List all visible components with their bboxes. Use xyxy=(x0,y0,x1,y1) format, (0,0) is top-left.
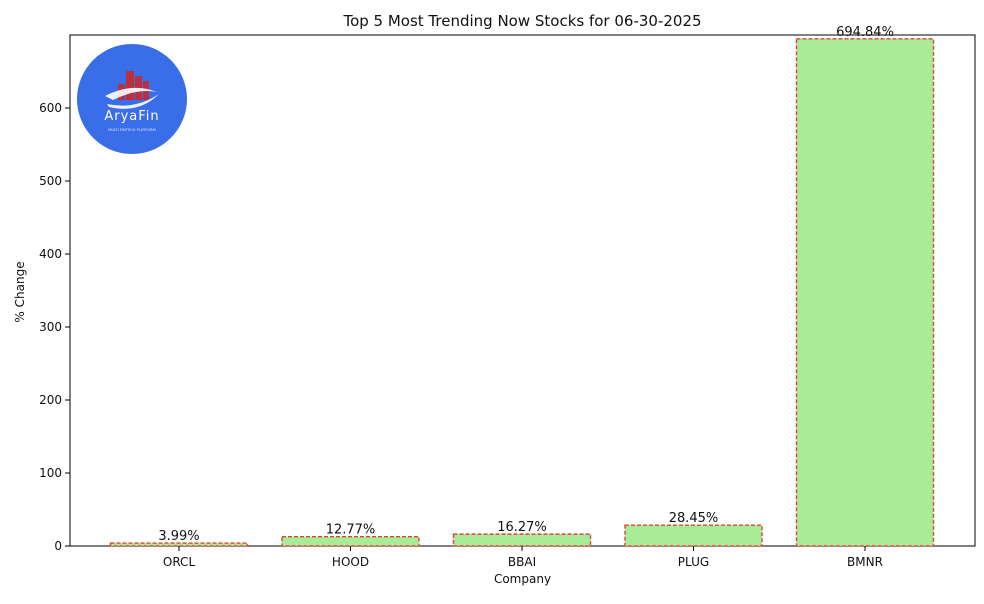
bar-value-label: 3.99% xyxy=(158,529,199,544)
y-tick-label: 400 xyxy=(39,247,62,261)
y-tick-label: 100 xyxy=(39,466,62,480)
logo-name: AryaFin xyxy=(104,109,159,124)
y-axis-title: % Change xyxy=(13,261,27,323)
y-tick-label: 500 xyxy=(39,174,62,188)
bar-plug xyxy=(624,524,763,547)
bar-value-label: 694.84% xyxy=(836,25,894,40)
chart-title: Top 5 Most Trending Now Stocks for 06-30… xyxy=(343,12,702,30)
bar-value-label: 28.45% xyxy=(669,511,719,526)
x-tick-label: BBAI xyxy=(508,555,536,569)
y-tick-label: 600 xyxy=(39,101,62,115)
y-tick-label: 300 xyxy=(39,320,62,334)
bar-value-label: 12.77% xyxy=(326,523,376,538)
x-tick-label: PLUG xyxy=(678,555,709,569)
x-tick-label: BMNR xyxy=(847,555,883,569)
x-tick-label: HOOD xyxy=(332,555,369,569)
y-tick-label: 0 xyxy=(54,539,62,553)
bar-hood xyxy=(281,535,420,547)
bar-orcl xyxy=(109,542,249,547)
x-axis-title: Company xyxy=(493,572,552,586)
x-tick-label: ORCL xyxy=(163,555,196,569)
bar-bbai xyxy=(452,533,592,547)
logo-tagline: MULTI FINTECH PLATFORM xyxy=(108,128,155,132)
bar-bmnr xyxy=(795,38,935,547)
aryafin-logo: AryaFin MULTI FINTECH PLATFORM xyxy=(77,44,187,154)
y-tick-label: 200 xyxy=(39,393,62,407)
bar-value-label: 16.27% xyxy=(497,520,547,535)
